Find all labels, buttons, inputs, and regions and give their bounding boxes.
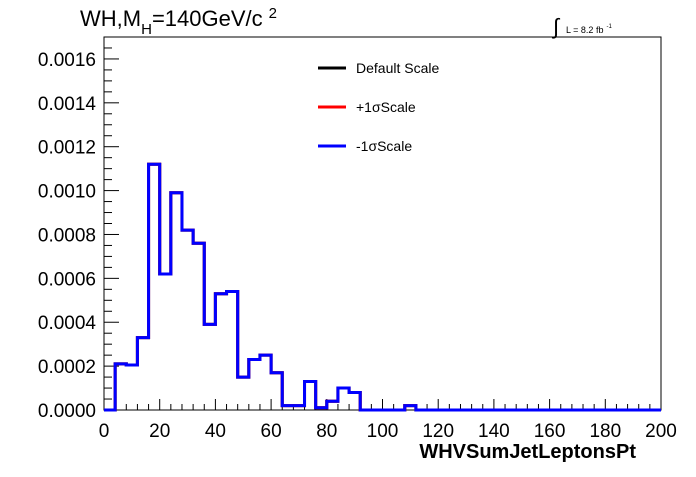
lumi-label-sup: -1 — [606, 24, 612, 30]
x-tick-label: 60 — [261, 421, 282, 442]
y-tick-label: 0.0004 — [38, 313, 97, 334]
x-tick-label: 20 — [149, 421, 170, 442]
y-tick-label: 0.0002 — [38, 357, 96, 378]
lumi-label-text: L = 8.2 fb — [566, 25, 603, 35]
x-tick-label: 100 — [367, 421, 399, 442]
y-tick-label: 0.0016 — [38, 50, 96, 71]
lumi-label: L = 8.2 fb -1 — [566, 24, 612, 35]
x-tick-label: 180 — [589, 421, 621, 442]
legend-label: -1σScale — [356, 138, 412, 154]
y-tick-label: 0.0012 — [38, 138, 96, 159]
x-tick-label: 140 — [478, 421, 510, 442]
legend-label: +1σScale — [356, 99, 416, 115]
histogram-series-0 — [104, 162, 661, 412]
x-tick-label: 80 — [316, 421, 337, 442]
chart-title-sup: 2 — [269, 5, 277, 22]
x-tick-label: 40 — [205, 421, 226, 442]
legend-label: Default Scale — [356, 60, 439, 76]
series-layer — [104, 162, 661, 412]
y-tick-label: 0.0000 — [38, 401, 96, 422]
lumi-integral-sign: ∫ — [551, 14, 561, 39]
plot-frame — [103, 36, 662, 411]
x-axis-label: WHVSumJetLeptonsPt — [419, 441, 636, 463]
y-axis: 0.0000 0.0002 0.0004 0.0006 0.0008 0.0010 0.00… — [38, 36, 119, 422]
chart-title-prefix: WH,M — [80, 6, 141, 31]
x-tick-label: 0 — [99, 421, 110, 442]
x-tick-label: 120 — [422, 421, 454, 442]
chart-title-suffix: =140GeV/c — [152, 6, 263, 31]
x-axis: 0 20 40 60 80 100 120 140 160 180 200 — [99, 399, 677, 442]
chart-title: WH,MH=140GeV/c 2 — [80, 5, 277, 38]
histogram-series-1 — [104, 162, 661, 412]
y-tick-label: 0.0008 — [38, 225, 96, 246]
y-tick-label: 0.0010 — [38, 182, 96, 203]
histogram-series-2 — [104, 162, 661, 412]
x-tick-label: 200 — [645, 421, 677, 442]
y-tick-label: 0.0014 — [38, 94, 97, 115]
y-tick-label: 0.0006 — [38, 269, 96, 290]
legend: Default Scale +1σScale -1σScale — [318, 60, 439, 154]
x-tick-label: 160 — [534, 421, 566, 442]
chart-title-sub: H — [141, 21, 152, 38]
